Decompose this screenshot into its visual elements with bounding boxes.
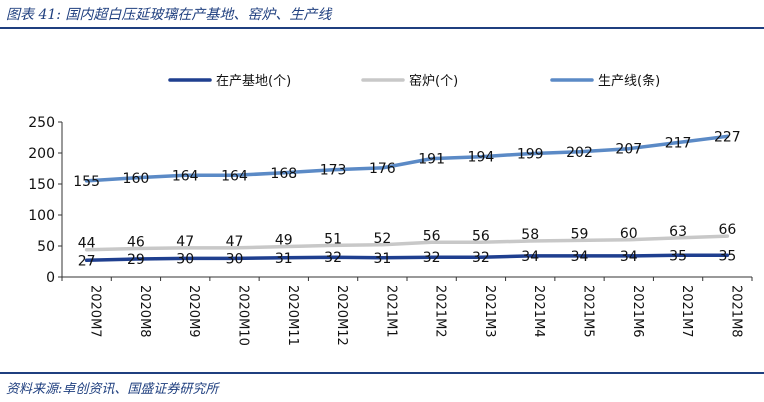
x-tick-label: 2021M2 [433, 285, 448, 338]
figure-source: 资料来源:卓创资讯、国盛证券研究所 [6, 382, 219, 397]
y-tick-label: 250 [28, 115, 55, 131]
data-label-series-2: 176 [369, 161, 396, 177]
data-label-series-2: 202 [566, 145, 593, 161]
data-label-series-1: 51 [324, 231, 342, 247]
data-label-series-1: 66 [718, 222, 736, 238]
x-tick-label: 2021M8 [728, 285, 743, 338]
data-label-series-2: 194 [468, 150, 495, 166]
data-label-series-2: 164 [172, 168, 199, 184]
line-chart: 在产基地(个) 窑炉(个) 生产线(条) 0 50 100 150 200 250 2020M… [28, 73, 753, 346]
data-label-series-0: 32 [423, 250, 441, 266]
y-axis: 0 50 100 150 200 250 [28, 115, 63, 286]
data-label-series-2: 217 [665, 135, 692, 151]
data-label-series-2: 207 [615, 142, 642, 158]
y-tick-label: 50 [37, 239, 55, 255]
x-tick-label: 2020M7 [88, 285, 103, 338]
x-tick-label: 2021M1 [383, 285, 398, 338]
data-label-series-0: 35 [669, 248, 687, 264]
series-line-2 [84, 134, 730, 183]
figure-title: 图表 41: 国内超白压延玻璃在产基地、窑炉、生产线 [6, 7, 332, 23]
data-label-series-2: 227 [714, 129, 741, 145]
data-label-series-1: 49 [275, 233, 293, 249]
data-label-series-1: 56 [423, 228, 441, 244]
data-label-series-1: 56 [472, 228, 490, 244]
legend-label-0: 在产基地(个) [216, 74, 291, 89]
data-label-series-0: 34 [620, 249, 638, 265]
data-label-series-2: 155 [73, 174, 100, 190]
data-label-series-0: 29 [127, 252, 145, 268]
chart-series [84, 134, 730, 263]
data-label-series-2: 199 [517, 147, 544, 163]
x-axis: 2020M7 2020M8 2020M9 2020M10 2020M11 2020M12 2… [61, 276, 753, 346]
data-label-series-1: 59 [571, 226, 589, 242]
x-tick-label: 2021M5 [581, 285, 596, 338]
data-label-series-2: 191 [418, 152, 445, 168]
data-label-series-0: 34 [521, 249, 539, 265]
legend-label-2: 生产线(条) [598, 73, 660, 89]
data-label-series-1: 44 [78, 236, 96, 252]
x-tick-label: 2021M3 [482, 285, 497, 338]
data-label-series-0: 31 [275, 251, 293, 267]
y-tick-label: 200 [28, 146, 55, 162]
figure-header: 图表 41: 国内超白压延玻璃在产基地、窑炉、生产线 [0, 0, 764, 28]
data-label-series-0: 27 [78, 253, 96, 269]
y-tick-label: 0 [46, 270, 55, 286]
data-labels: 27 29 30 30 31 32 31 32 32 34 34 34 35 35 44 46 47 47 49 51… [73, 129, 740, 269]
legend-label-1: 窑炉(个) [409, 73, 458, 89]
data-label-series-0: 34 [571, 249, 589, 265]
data-label-series-1: 47 [226, 234, 244, 250]
x-tick-label: 2020M11 [285, 285, 300, 346]
x-tick-label: 2021M4 [531, 285, 546, 338]
footer-rule [0, 372, 764, 374]
x-tick-label: 2021M6 [630, 285, 645, 338]
data-label-series-0: 30 [176, 251, 194, 267]
x-tick-label: 2020M8 [137, 285, 152, 338]
data-label-series-0: 32 [324, 250, 342, 266]
header-rule [0, 27, 764, 29]
y-tick-label: 150 [28, 177, 55, 193]
x-tick-label: 2020M9 [186, 285, 201, 338]
x-tick-label: 2020M10 [236, 285, 251, 346]
data-label-series-2: 164 [221, 168, 248, 184]
series-line-1 [84, 234, 730, 252]
data-label-series-1: 58 [521, 227, 539, 243]
data-label-series-1: 47 [176, 234, 194, 250]
data-label-series-0: 31 [373, 251, 391, 267]
data-label-series-1: 46 [127, 234, 145, 250]
x-tick-label: 2020M12 [334, 285, 349, 346]
data-label-series-0: 30 [226, 251, 244, 267]
data-label-series-1: 60 [620, 226, 638, 242]
data-label-series-0: 32 [472, 250, 490, 266]
y-tick-label: 100 [28, 208, 55, 224]
series-line-0 [84, 253, 730, 263]
data-label-series-1: 52 [373, 231, 391, 247]
x-tick-label: 2021M7 [679, 285, 694, 338]
data-label-series-1: 63 [669, 224, 687, 240]
chart-legend: 在产基地(个) 窑炉(个) 生产线(条) [168, 73, 660, 89]
data-label-series-2: 160 [123, 171, 150, 187]
data-label-series-2: 173 [320, 163, 347, 179]
data-label-series-0: 35 [718, 248, 736, 264]
data-label-series-2: 168 [270, 166, 297, 182]
